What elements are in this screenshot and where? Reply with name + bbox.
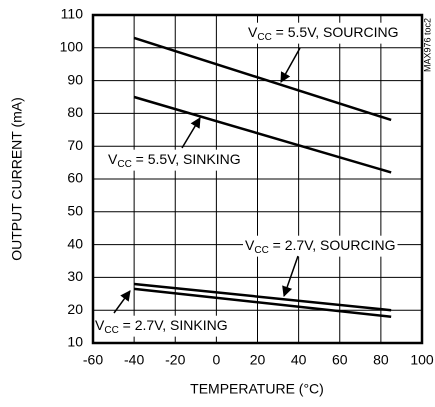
- y-tick-label: 40: [67, 235, 83, 251]
- y-tick-label: 90: [67, 71, 83, 87]
- x-tick-label: 100: [410, 352, 434, 368]
- x-tick-label: -60: [83, 352, 103, 368]
- arrow: [113, 290, 131, 314]
- annotation-prefix: V: [95, 317, 105, 333]
- annotation-bg: [93, 315, 230, 337]
- annotation-bg: [246, 22, 401, 44]
- grid: [92, 14, 423, 344]
- annotation-prefix: V: [108, 151, 118, 167]
- y-tick-label: 30: [67, 268, 83, 284]
- lines: [133, 36, 392, 319]
- annotation-rest: = 2.7V, SINKING: [119, 317, 228, 333]
- annotation-sub: CC: [254, 245, 268, 256]
- x-tick-label: -40: [124, 352, 144, 368]
- arrow: [181, 117, 201, 149]
- annotation-bg: [106, 149, 243, 171]
- annotation: VCC = 2.7V, SOURCING: [245, 237, 396, 256]
- annotation-prefix: V: [248, 24, 258, 40]
- arrows: [113, 47, 301, 314]
- side-label: MAX976 toc2: [422, 18, 432, 72]
- annotation-sub: CC: [257, 32, 271, 43]
- x-tick-label: 40: [291, 352, 307, 368]
- x-tick-label: 20: [250, 352, 266, 368]
- y-tick-label: 50: [67, 203, 83, 219]
- data-line: [133, 282, 392, 312]
- annotation-rest: = 5.5V, SOURCING: [272, 24, 399, 40]
- x-tick-label: 60: [332, 352, 348, 368]
- annotation-rest: = 2.7V, SOURCING: [269, 237, 396, 253]
- annotation: VCC = 5.5V, SOURCING: [248, 24, 399, 43]
- data-line: [133, 36, 392, 122]
- y-tick-label: 60: [67, 170, 83, 186]
- arrow: [282, 255, 299, 297]
- arrow: [280, 47, 301, 83]
- annotation-bg: [243, 235, 398, 257]
- data-line: [133, 95, 392, 174]
- plot-frame: [91, 13, 424, 345]
- y-tick-label: 80: [67, 104, 83, 120]
- data-line: [133, 287, 392, 319]
- annotation: VCC = 5.5V, SINKING: [108, 151, 241, 170]
- annotation: VCC = 2.7V, SINKING: [95, 317, 228, 336]
- y-tick-label: 70: [67, 137, 83, 153]
- x-axis-label: TEMPERATURE (°C): [190, 381, 324, 397]
- annotation-rest: = 5.5V, SINKING: [132, 151, 241, 167]
- x-tick-label: 80: [373, 352, 389, 368]
- y-tick-label: 10: [67, 334, 83, 350]
- annotation-sub: CC: [104, 325, 118, 336]
- x-tick-label: -20: [165, 352, 185, 368]
- y-axis-label: OUTPUT CURRENT (mA): [9, 97, 25, 261]
- annotation-prefix: V: [245, 237, 255, 253]
- y-tick-label: 100: [60, 39, 84, 55]
- y-tick-label: 20: [67, 301, 83, 317]
- y-tick-label: 110: [61, 6, 84, 22]
- annotation-sub: CC: [117, 159, 131, 170]
- x-tick-label: 0: [212, 352, 220, 368]
